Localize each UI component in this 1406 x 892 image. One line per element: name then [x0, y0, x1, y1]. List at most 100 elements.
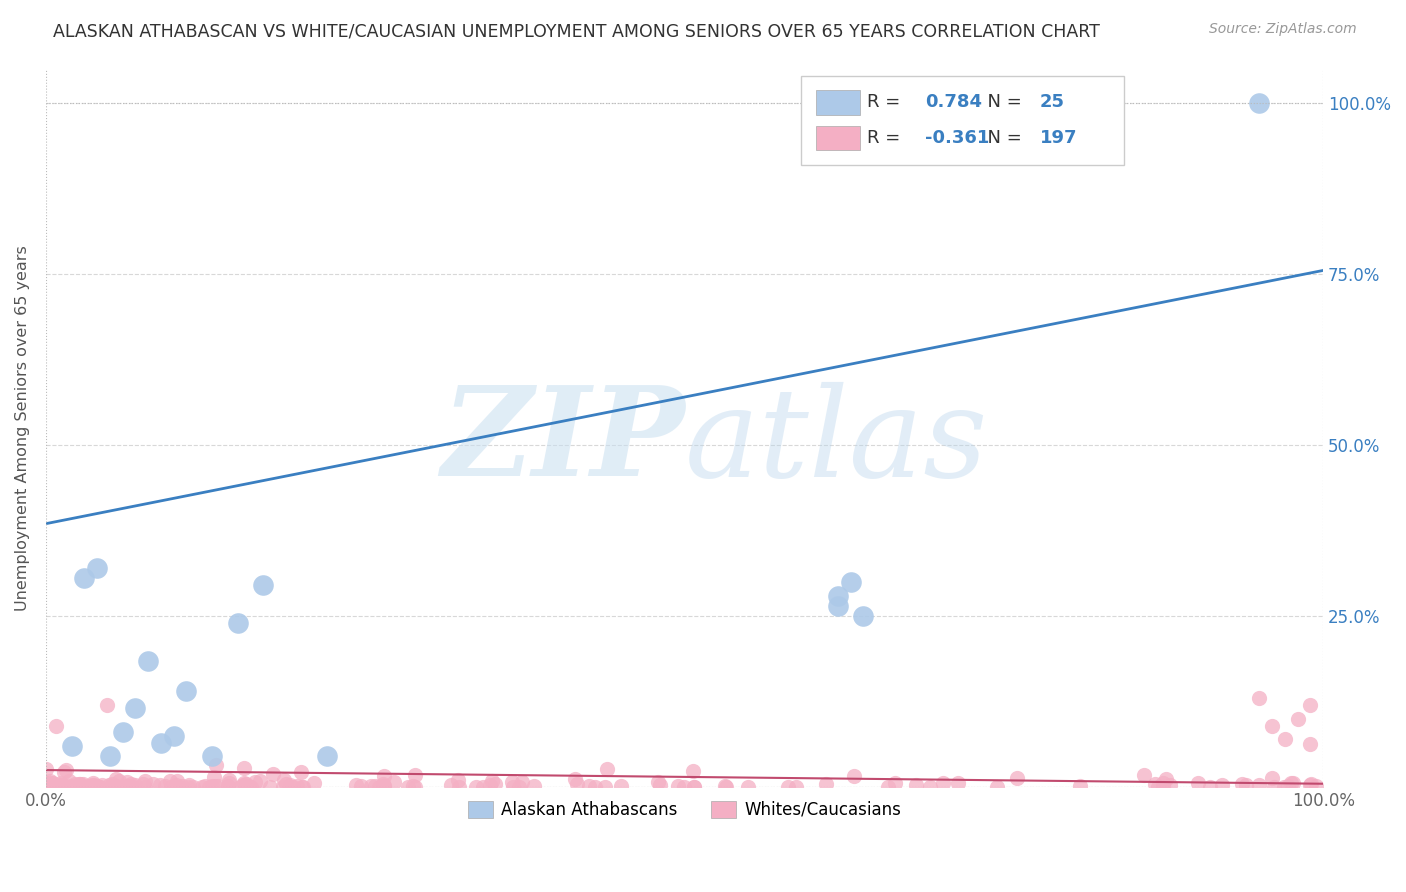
Point: [918, 780, 941, 794]
Point: [291, 780, 314, 794]
Point: [316, 749, 339, 764]
Point: [1299, 698, 1322, 712]
Point: [35, 780, 58, 794]
Point: [67, 777, 90, 791]
Point: [37, 780, 59, 794]
Point: [1230, 777, 1253, 791]
Point: [38, 779, 60, 793]
Point: [404, 767, 426, 781]
Point: [236, 780, 259, 794]
Point: [814, 777, 837, 791]
Point: [194, 779, 217, 793]
Point: [232, 776, 254, 790]
Point: [673, 780, 696, 794]
Point: [159, 773, 181, 788]
Point: [852, 609, 875, 624]
Legend: Alaskan Athabascans, Whites/Caucasians: Alaskan Athabascans, Whites/Caucasians: [461, 794, 908, 826]
Text: 25: 25: [1039, 94, 1064, 112]
Text: N =: N =: [976, 129, 1028, 147]
Point: [839, 574, 862, 589]
Point: [65, 776, 87, 790]
Point: [76, 779, 98, 793]
Point: [884, 776, 907, 790]
Point: [447, 780, 470, 794]
Point: [1277, 779, 1299, 793]
Point: [285, 779, 308, 793]
Point: [668, 779, 690, 793]
Point: [207, 779, 229, 793]
Point: [948, 775, 970, 789]
Point: [877, 780, 900, 794]
Point: [1260, 771, 1282, 785]
Point: [35, 780, 58, 794]
Point: [233, 761, 256, 775]
Point: [1282, 775, 1305, 789]
Point: [38, 774, 60, 789]
Point: [1272, 780, 1295, 794]
Point: [350, 779, 373, 793]
Point: [107, 773, 129, 788]
Point: [276, 777, 298, 791]
Point: [235, 777, 257, 791]
Point: [218, 775, 240, 789]
Point: [167, 780, 190, 794]
Point: [87, 780, 110, 794]
Text: ALASKAN ATHABASCAN VS WHITE/CAUCASIAN UNEMPLOYMENT AMONG SENIORS OVER 65 YEARS C: ALASKAN ATHABASCAN VS WHITE/CAUCASIAN UN…: [53, 22, 1101, 40]
Point: [905, 778, 928, 792]
Point: [115, 774, 138, 789]
Point: [1005, 771, 1028, 785]
Point: [172, 779, 194, 793]
Point: [35, 778, 58, 792]
Point: [217, 780, 239, 794]
Point: [149, 736, 172, 750]
Point: [291, 780, 314, 794]
Point: [778, 780, 800, 794]
Point: [190, 780, 212, 794]
Point: [35, 776, 58, 790]
Point: [1159, 778, 1181, 792]
Text: ZIP: ZIP: [441, 382, 685, 503]
Point: [238, 780, 260, 794]
Point: [1156, 772, 1178, 786]
Point: [523, 779, 546, 793]
Point: [1249, 691, 1271, 706]
Point: [112, 780, 135, 794]
Point: [478, 778, 501, 792]
Point: [249, 774, 271, 789]
Point: [166, 773, 188, 788]
Y-axis label: Unemployment Among Seniors over 65 years: Unemployment Among Seniors over 65 years: [15, 245, 30, 611]
Point: [72, 777, 94, 791]
Point: [1247, 778, 1270, 792]
Point: [1301, 777, 1323, 791]
Point: [132, 777, 155, 791]
Point: [472, 780, 495, 794]
Point: [1261, 718, 1284, 732]
Point: [60, 780, 83, 794]
Point: [827, 589, 849, 603]
Point: [67, 780, 90, 794]
Point: [35, 777, 58, 791]
Point: [1187, 776, 1209, 790]
Point: [842, 770, 865, 784]
Text: R =: R =: [868, 129, 907, 147]
Point: [60, 780, 83, 794]
Point: [1286, 712, 1309, 726]
Point: [1199, 780, 1222, 794]
Point: [1211, 778, 1233, 792]
Point: [827, 599, 849, 613]
Point: [83, 778, 105, 792]
Point: [647, 774, 669, 789]
Point: [502, 780, 524, 794]
FancyBboxPatch shape: [801, 77, 1123, 165]
Point: [66, 780, 89, 794]
Point: [55, 764, 77, 778]
Point: [564, 772, 586, 787]
Point: [202, 770, 225, 784]
Point: [52, 765, 75, 780]
Point: [1279, 776, 1302, 790]
FancyBboxPatch shape: [815, 126, 859, 151]
Point: [51, 778, 73, 792]
Point: [785, 780, 807, 794]
Point: [508, 780, 530, 794]
Point: [153, 780, 176, 794]
